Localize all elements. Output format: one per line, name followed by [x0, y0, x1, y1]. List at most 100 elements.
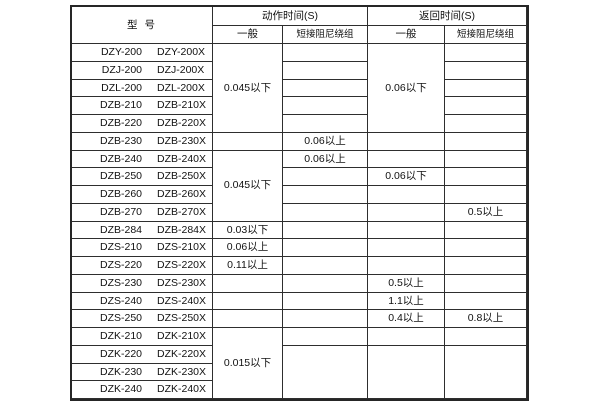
header-return-time: 返回时间(S) — [368, 7, 527, 26]
model-name: DZB-220 — [99, 117, 142, 130]
cell-action-damping — [283, 97, 368, 115]
model-name-x: DZK-220X — [157, 347, 207, 360]
cell-action-damping — [283, 310, 368, 328]
cell-return-damping — [445, 132, 527, 151]
cell-return-damping — [445, 345, 527, 399]
model-name: DZK-210 — [99, 330, 142, 343]
cell-action-damping — [283, 79, 368, 98]
header-action-time: 动作时间(S) — [213, 7, 368, 26]
model-name-x: DZK-240X — [157, 383, 207, 396]
cell-action-damping — [283, 239, 368, 257]
cell-return-damping: 0.8以上 — [445, 310, 527, 328]
cell-return-damping — [445, 97, 527, 115]
model-name: DZK-230 — [99, 365, 142, 378]
model-cell: DZB-240 DZB-240X — [72, 150, 213, 169]
cell-action-damping — [283, 257, 368, 275]
model-name-x: DZB-220X — [157, 117, 207, 130]
cell-return-damping — [445, 150, 527, 169]
model-name-x: DZB-210X — [157, 99, 207, 112]
model-name: DZB-210 — [99, 99, 142, 112]
cell-return-general — [368, 203, 445, 222]
header-return-general: 一般 — [368, 26, 445, 44]
model-name-x: DZB-270X — [157, 205, 207, 218]
model-cell: DZY-200 DZY-200X — [72, 44, 213, 62]
model-cell: DZK-210 DZK-210X — [72, 328, 213, 346]
model-name-x: DZS-250X — [157, 312, 207, 325]
model-cell: DZS-220 DZS-220X — [72, 257, 213, 275]
model-name: DZS-250 — [99, 312, 142, 325]
model-cell: DZS-250 DZS-250X — [72, 310, 213, 328]
cell-return-damping — [445, 186, 527, 204]
cell-return-damping — [445, 79, 527, 98]
cell-return-damping — [445, 168, 527, 186]
model-name: DZK-220 — [99, 347, 142, 360]
cell-action-damping — [283, 292, 368, 311]
cell-return-general — [368, 186, 445, 204]
cell-return-general: 0.06以下 — [368, 44, 445, 133]
model-cell: DZB-260 DZB-260X — [72, 186, 213, 204]
cell-return-general: 1.1以上 — [368, 292, 445, 311]
cell-action-general — [213, 274, 283, 293]
model-name: DZS-230 — [99, 276, 142, 289]
cell-return-damping — [445, 292, 527, 311]
cell-return-general — [368, 239, 445, 257]
cell-action-damping: 0.06以上 — [283, 132, 368, 151]
cell-return-general — [368, 345, 445, 399]
cell-action-general — [213, 292, 283, 311]
model-cell: DZB-230 DZB-230X — [72, 132, 213, 151]
model-name: DZB-270 — [99, 205, 142, 218]
cell-action-general: 0.015以下 — [213, 328, 283, 399]
cell-return-damping — [445, 274, 527, 293]
cell-action-damping — [283, 328, 368, 346]
model-name-x: DZB-284X — [157, 223, 207, 236]
cell-return-general — [368, 150, 445, 169]
cell-action-damping — [283, 168, 368, 186]
model-cell: DZB-284 DZB-284X — [72, 221, 213, 240]
model-cell: DZK-230 DZK-230X — [72, 363, 213, 382]
cell-action-general — [213, 310, 283, 328]
cell-return-general — [368, 328, 445, 346]
model-name-x: DZB-240X — [157, 152, 207, 165]
model-cell: DZK-240 DZK-240X — [72, 381, 213, 399]
cell-return-damping — [445, 328, 527, 346]
model-cell: DZS-230 DZS-230X — [72, 274, 213, 293]
model-name-x: DZB-260X — [157, 188, 207, 201]
model-cell: DZK-220 DZK-220X — [72, 345, 213, 364]
cell-return-general — [368, 132, 445, 151]
model-name: DZY-200 — [100, 46, 142, 59]
model-name: DZS-210 — [99, 241, 142, 254]
cell-action-general: 0.03以下 — [213, 221, 283, 240]
cell-return-general: 0.5以上 — [368, 274, 445, 293]
cell-action-damping — [283, 203, 368, 222]
cell-action-general: 0.11以上 — [213, 257, 283, 275]
model-name-x: DZB-250X — [157, 170, 207, 183]
cell-action-damping — [283, 345, 368, 399]
model-name-x: DZK-230X — [157, 365, 207, 378]
cell-return-general — [368, 257, 445, 275]
cell-action-damping — [283, 186, 368, 204]
model-name: DZK-240 — [99, 383, 142, 396]
cell-return-damping: 0.5以上 — [445, 203, 527, 222]
cell-action-damping — [283, 221, 368, 240]
model-name-x: DZB-230X — [157, 134, 207, 147]
model-cell: DZB-220 DZB-220X — [72, 115, 213, 133]
relay-spec-table: 型 号 动作时间(S) 返回时间(S) 一般 短接阻尼绕组 一般 短接阻尼绕组 … — [70, 5, 529, 401]
cell-action-damping — [283, 115, 368, 133]
model-name-x: DZK-210X — [157, 330, 207, 343]
cell-action-general: 0.045以下 — [213, 150, 283, 222]
cell-action-general — [213, 132, 283, 151]
header-action-general: 一般 — [213, 26, 283, 44]
model-name-x: DZS-210X — [157, 241, 207, 254]
model-name-x: DZS-220X — [157, 259, 207, 272]
model-cell: DZB-210 DZB-210X — [72, 97, 213, 115]
cell-return-general: 0.06以下 — [368, 168, 445, 186]
cell-return-damping — [445, 221, 527, 240]
cell-return-general — [368, 221, 445, 240]
model-cell: DZB-250 DZB-250X — [72, 168, 213, 186]
cell-return-general: 0.4以上 — [368, 310, 445, 328]
model-name: DZB-284 — [99, 223, 142, 236]
cell-action-damping — [283, 44, 368, 62]
model-name: DZB-240 — [99, 152, 142, 165]
model-name-x: DZY-200X — [157, 46, 206, 59]
model-cell: DZL-200 DZL-200X — [72, 79, 213, 98]
